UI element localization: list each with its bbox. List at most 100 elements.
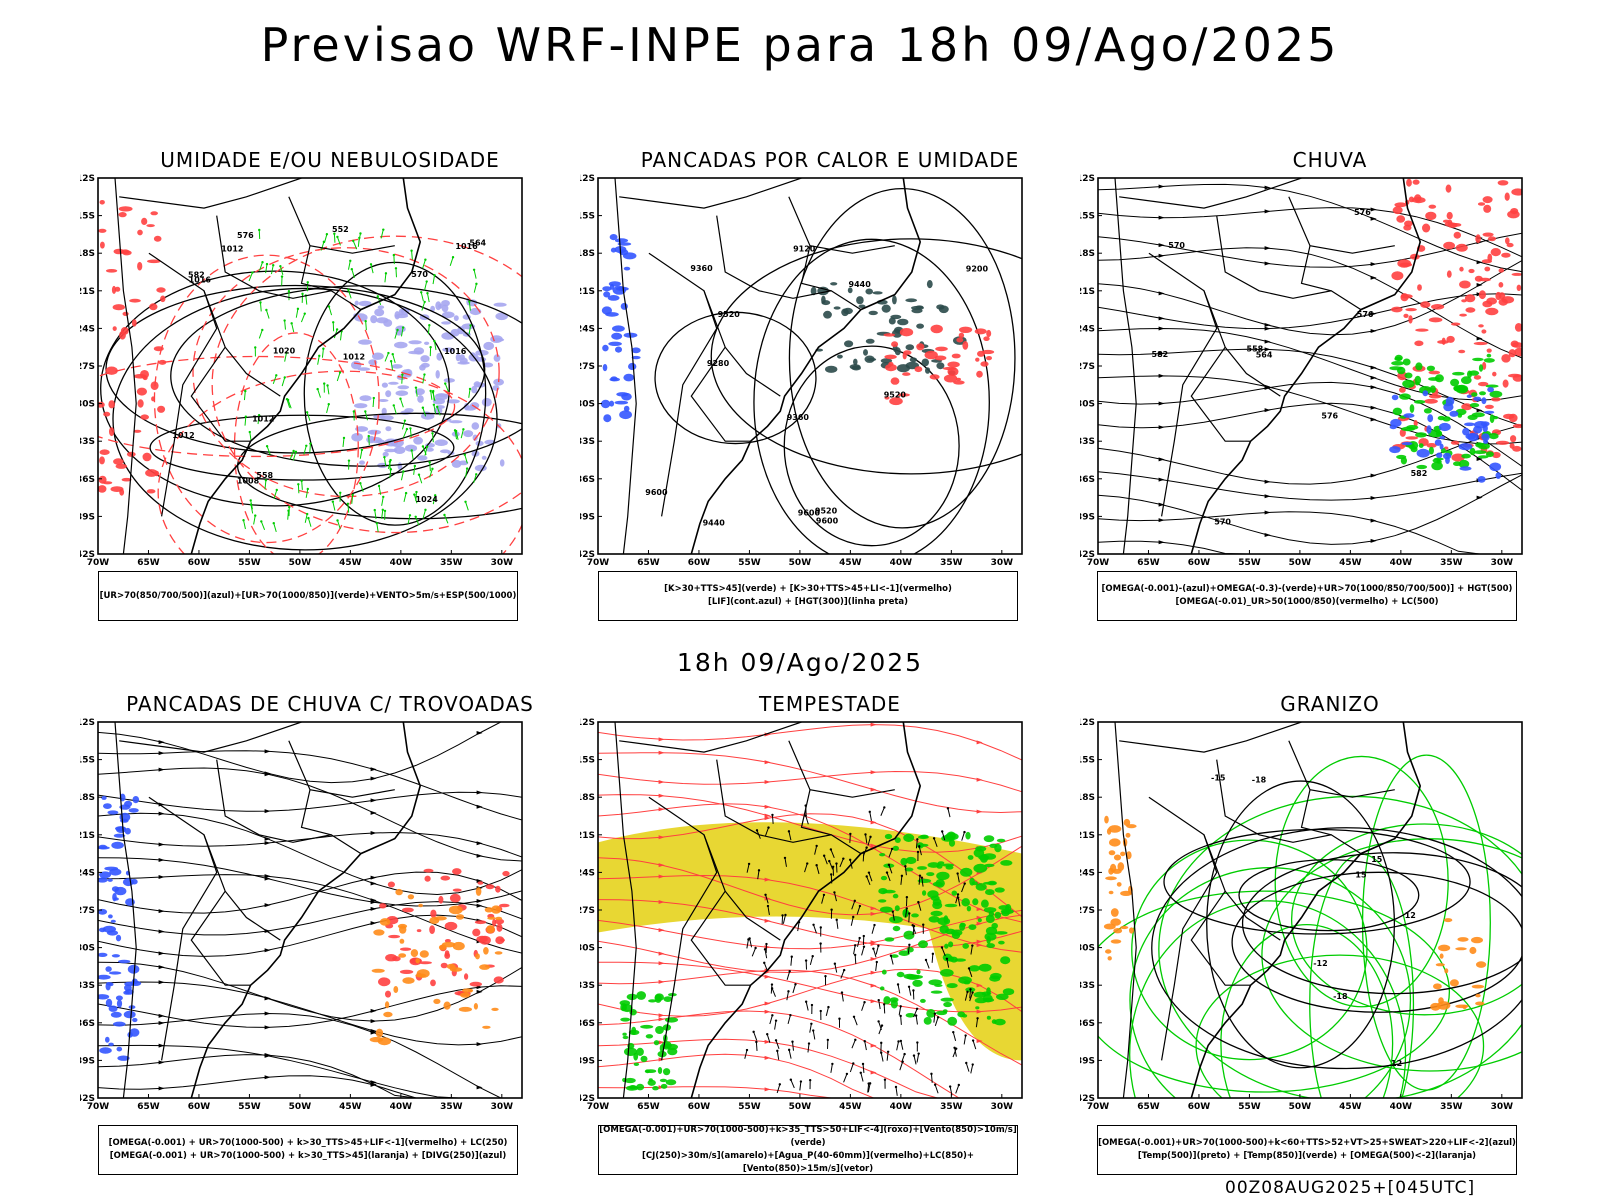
- lat-tick-label: 33S: [1080, 437, 1095, 447]
- map-basemap: [1114, 722, 1422, 1098]
- legend-line: [LIF](cont.azul) + [HGT(300)](linha pret…: [707, 597, 909, 607]
- legend-line: [K>30+TTS>45](verde) + [K>30+TTS>45+LI<-…: [664, 584, 952, 594]
- contour-label: 9120: [793, 245, 816, 254]
- thickness-contours: [98, 235, 522, 554]
- legend-line: [UR>70(850/700/500)](azul)+[UR>70(1000/8…: [99, 590, 517, 601]
- lat-tick-label: 36S: [1080, 475, 1095, 485]
- contour-label: 12: [1391, 1059, 1402, 1068]
- legend-line: [CJ(250)>30m/s](amarelo)+[Agua_P(40-60mm…: [641, 1151, 975, 1174]
- panel-title: CHUVA: [1292, 148, 1368, 172]
- legend-line: [OMEGA(-0.001) + UR>70(1000-500) + k>30_…: [108, 1138, 508, 1148]
- lon-tick-label: 65W: [637, 558, 660, 568]
- lon-tick-label: 40W: [890, 558, 913, 568]
- wind-850-green: [878, 831, 1015, 1026]
- lon-tick-label: 40W: [390, 558, 413, 568]
- lon-tick-label: 60W: [188, 1102, 211, 1112]
- map-basemap: [614, 178, 922, 554]
- red-cells: [378, 868, 510, 998]
- contour-label: 570: [1214, 518, 1231, 527]
- panel-title: TEMPESTADE: [759, 692, 901, 716]
- contour-label: 576: [1357, 310, 1374, 319]
- legend-line: [OMEGA(-0.001)-(azul)+OMEGA(-0.3)-(verde…: [1101, 584, 1513, 594]
- lon-tick-label: 55W: [238, 1102, 261, 1112]
- lat-tick-label: 36S: [580, 1019, 595, 1029]
- panel-map: 9600960096009520952095209440944093609360…: [580, 174, 1023, 568]
- lon-tick-label: 65W: [637, 1102, 660, 1112]
- lat-tick-label: 15S: [80, 212, 95, 222]
- map-axes: 12S 15S 18S 21S 24S 27S 30S 33S 36S 39S 42S70W 65W 6…: [580, 174, 1013, 568]
- lat-tick-label: 15S: [580, 212, 595, 222]
- lon-tick-label: 50W: [789, 558, 812, 568]
- lon-tick-label: 60W: [1188, 1102, 1211, 1112]
- lon-tick-label: 40W: [390, 1102, 413, 1112]
- lat-tick-label: 39S: [580, 1056, 595, 1066]
- omega-blue: [1389, 387, 1502, 483]
- lat-tick-label: 30S: [1080, 944, 1095, 954]
- contour-label: 576: [237, 231, 254, 240]
- map-frame: [597, 721, 1023, 1099]
- map-axes: 12S 15S 18S 21S 24S 27S 30S 33S 36S 39S 42S70W 65W 6…: [1080, 718, 1513, 1112]
- contour-label: 564: [1256, 350, 1273, 359]
- contour-label: -15: [1211, 774, 1226, 783]
- humidity-shading-blue: [351, 297, 509, 472]
- kindex-dark: [810, 280, 967, 376]
- panel-pancadas-trovoadas: PANCADAS DE CHUVA C/ TROVOADAS 12S 15S 18S 2…: [80, 692, 580, 1192]
- lat-tick-label: 30S: [580, 400, 595, 410]
- lon-tick-label: 55W: [738, 1102, 761, 1112]
- panel-map: 12S 15S 18S 21S 24S 27S 30S 33S 36S 39S 42S70W 65W 6…: [80, 718, 523, 1112]
- contour-label: 15: [1355, 871, 1367, 880]
- thickness-red-west: [98, 200, 167, 496]
- lat-tick-label: 21S: [80, 287, 95, 297]
- lon-tick-label: 30W: [1491, 1102, 1514, 1112]
- lon-tick-label: 30W: [491, 558, 514, 568]
- contour-label: 582: [188, 271, 205, 280]
- lat-tick-label: 18S: [1080, 793, 1095, 803]
- contour-label: -12: [1313, 959, 1327, 968]
- wind-vectors: [242, 228, 478, 533]
- lat-tick-label: 27S: [80, 362, 95, 372]
- lat-tick-label: 42S: [1080, 1094, 1095, 1104]
- lon-tick-label: 60W: [688, 558, 711, 568]
- legend-tempestade: [OMEGA(-0.001)+UR>70(1000-500)+k>35_TTS>…: [598, 1125, 1018, 1175]
- lon-tick-label: 65W: [137, 558, 160, 568]
- lon-tick-label: 50W: [789, 1102, 812, 1112]
- lon-tick-label: 65W: [1137, 558, 1160, 568]
- jet-core-yellow: [598, 822, 1022, 1061]
- contour-label: 570: [411, 270, 428, 279]
- lon-tick-label: 55W: [738, 558, 761, 568]
- lon-tick-label: 45W: [1339, 558, 1362, 568]
- lon-tick-label: 65W: [137, 1102, 160, 1112]
- lat-tick-label: 27S: [580, 906, 595, 916]
- lat-tick-label: 42S: [80, 550, 95, 560]
- main-title: Previsao WRF-INPE para 18h 09/Ago/2025: [260, 18, 1340, 72]
- lif-blue: [600, 234, 641, 423]
- map-basemap: [1114, 178, 1422, 554]
- lat-tick-label: 24S: [80, 324, 95, 334]
- contour-label: 9520: [884, 391, 907, 400]
- contour-label: 9280: [707, 359, 730, 368]
- lat-tick-label: 12S: [1080, 174, 1095, 184]
- contour-label: 1012: [172, 431, 194, 440]
- lon-tick-label: 55W: [238, 558, 261, 568]
- omega-red: [1391, 178, 1522, 462]
- panel-title: PANCADAS DE CHUVA C/ TROVOADAS: [126, 692, 534, 716]
- lat-tick-label: 33S: [80, 981, 95, 991]
- lat-tick-label: 39S: [80, 512, 95, 522]
- lon-tick-label: 45W: [1339, 1102, 1362, 1112]
- contour-label: 1008: [237, 476, 260, 485]
- lat-tick-label: 30S: [80, 400, 95, 410]
- panel-title: UMIDADE E/OU NEBULOSIDADE: [160, 148, 500, 172]
- contour-label: 9360: [787, 413, 810, 422]
- lon-tick-label: 50W: [1289, 558, 1312, 568]
- wind-850-green-south: [619, 991, 679, 1091]
- lon-tick-label: 30W: [1491, 558, 1514, 568]
- map-frame: [597, 177, 1023, 555]
- contour-label: 12: [1405, 911, 1416, 920]
- contour-label: 1020: [273, 346, 296, 355]
- map-frame: [97, 721, 523, 1099]
- omega500-orange-east: [1430, 918, 1487, 1011]
- legend-line: [OMEGA(-0.001)+UR>70(1000-500)+k<60+TTS>…: [1098, 1138, 1516, 1148]
- lat-tick-label: 36S: [580, 475, 595, 485]
